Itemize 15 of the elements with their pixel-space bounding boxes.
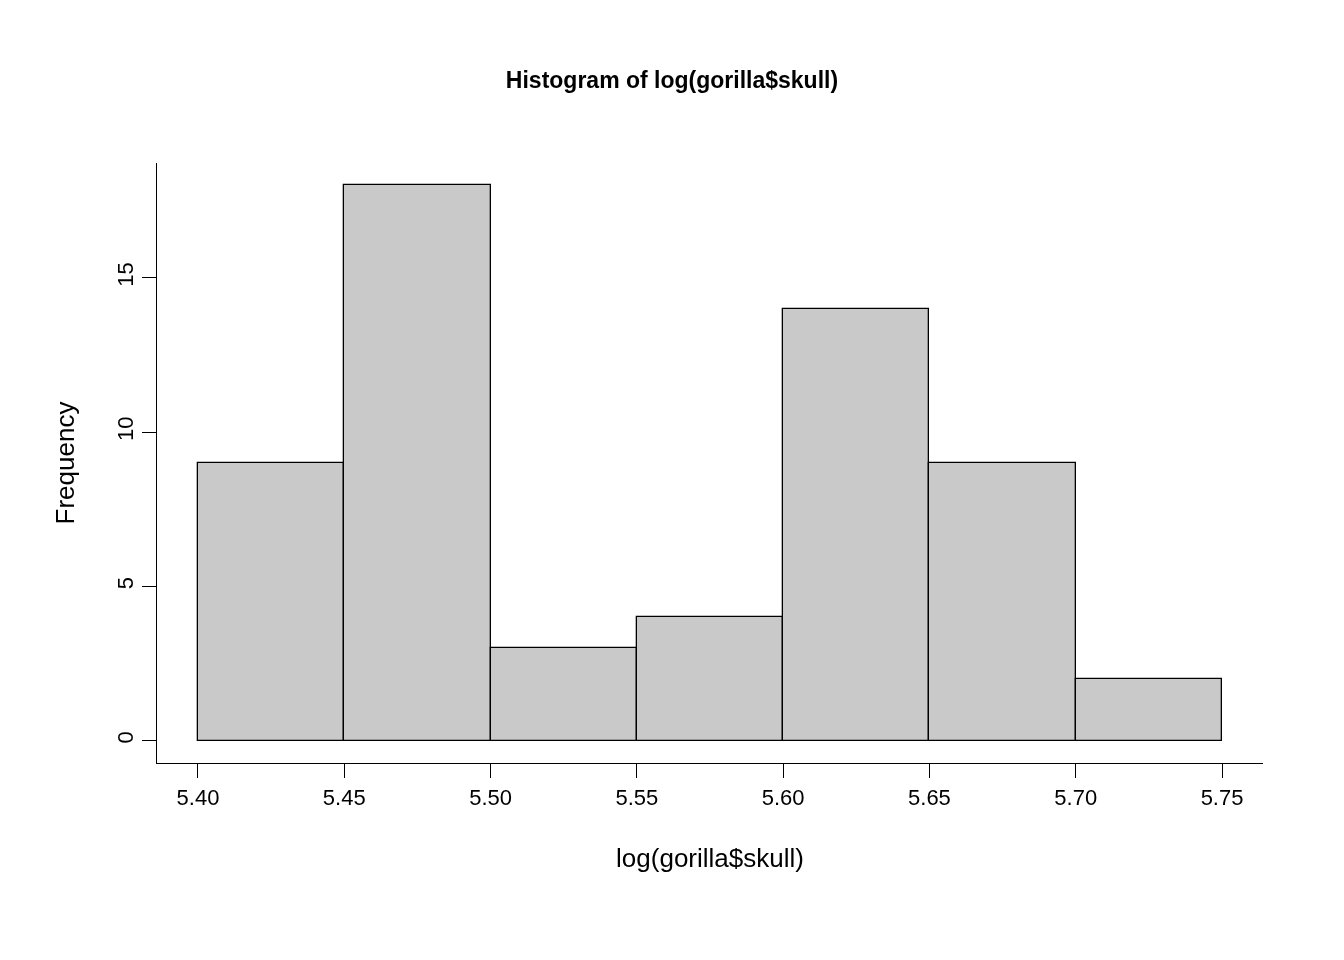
y-axis-title: Frequency bbox=[50, 401, 81, 525]
x-tick-label: 5.50 bbox=[469, 784, 512, 810]
y-tick-label: 0 bbox=[113, 731, 139, 744]
x-axis-title: log(gorilla$skull) bbox=[616, 843, 804, 874]
x-tick-label: 5.55 bbox=[615, 784, 659, 810]
y-tick-label: 5 bbox=[113, 577, 139, 590]
chart-title: Histogram of log(gorilla$skull) bbox=[505, 67, 839, 94]
x-tick-label: 5.45 bbox=[322, 784, 366, 810]
x-tick-label: 5.70 bbox=[1054, 784, 1098, 810]
x-tick-label: 5.75 bbox=[1200, 784, 1244, 810]
x-tick-label: 5.40 bbox=[176, 784, 220, 810]
y-tick-label: 15 bbox=[113, 262, 139, 287]
x-tick-label: 5.65 bbox=[908, 784, 951, 810]
y-tick-label: 10 bbox=[113, 416, 139, 442]
x-tick-label: 5.60 bbox=[761, 784, 805, 810]
